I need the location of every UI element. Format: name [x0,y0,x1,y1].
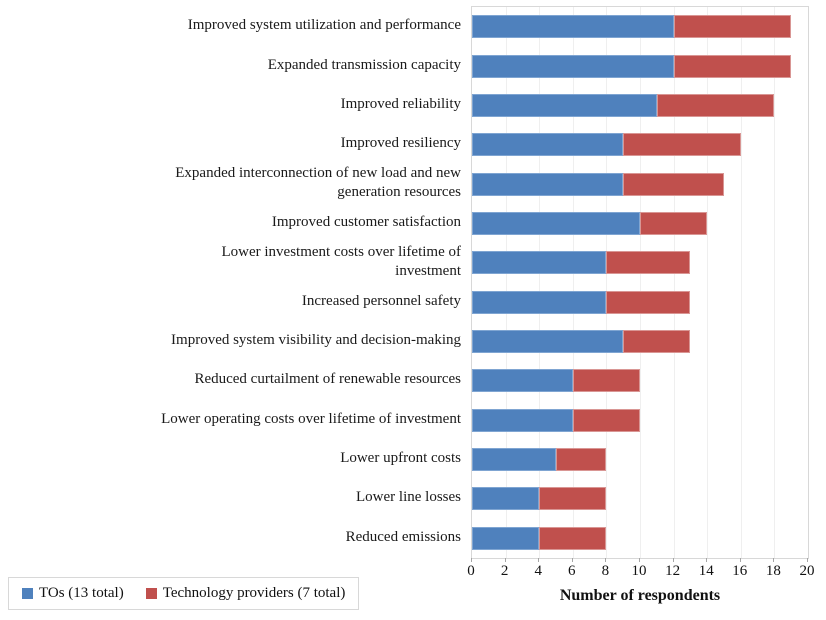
gridline [572,7,574,558]
tick-label: 14 [698,563,714,579]
legend-label-tos: TOs (13 total) [39,585,124,601]
tick-label: 2 [500,563,509,579]
bar-row [472,369,640,393]
tick-mark [807,558,808,562]
bar-segment [472,15,674,39]
bar-segment [556,448,607,472]
gridline [673,7,675,558]
bar-segment [472,93,657,117]
tick-mark [639,558,640,562]
category-label: Reduced curtailment of renewable resourc… [194,371,461,388]
bar-row [472,15,792,39]
gridline [740,7,742,558]
tick-mark [538,558,540,562]
category-label: Improved resiliency [340,135,461,152]
category-label: Lower upfront costs [340,450,461,467]
bar-row [472,251,691,275]
bar-segment [539,487,607,511]
category-label: Expanded interconnection of new load and… [175,165,461,201]
category-label: Improved system utilization and performa… [187,17,461,34]
bar-row [472,54,792,78]
gridline [505,7,507,558]
legend-item-technology-providers: Technology providers (7 total) [145,585,346,602]
tick-label: 16 [732,563,748,579]
category-label: Lower line losses [356,489,461,506]
bar-row [472,172,724,196]
bar-row [472,487,607,511]
x-axis-title: Number of respondents [559,587,721,604]
technology-providers-series-swatch-icon [145,588,157,599]
category-label: Lower operating costs over lifetime of i… [161,410,461,427]
category-label: Improved system visibility and decision-… [171,332,461,349]
legend-label-technology-providers: Technology providers (7 total) [162,585,346,601]
bar-row [472,526,607,550]
bar-segment [623,133,741,157]
bar-row [472,448,607,472]
bar-segment [572,369,640,393]
bar-segment [472,251,607,275]
bar-segment [472,211,640,235]
bar-segment [472,369,573,393]
tick-mark [773,558,775,562]
category-label: Expanded transmission capacity [267,56,461,73]
bar-segment [472,448,556,472]
bar-row [472,133,741,157]
category-label: Increased personnel safety [301,292,461,309]
category-label: Reduced emissions [345,528,461,545]
tick-label: 12 [665,563,681,579]
bar-segment [572,408,640,432]
tick-label: 20 [799,563,815,579]
bar-segment [472,133,624,157]
tick-mark [471,558,472,562]
category-label: Improved customer satisfaction [271,213,461,230]
bar-segment [472,408,573,432]
bar-row [472,408,640,432]
bar-segment [673,15,792,39]
bar-segment [673,54,792,78]
bar-segment [606,290,691,314]
tick-mark [672,558,674,562]
tick-label: 8 [601,563,610,579]
tick-mark [504,558,506,562]
bar-row [472,330,691,354]
bar-segment [623,330,691,354]
tick-mark [739,558,741,562]
gridline [539,7,541,558]
category-label: Improved reliability [340,95,461,112]
bar-segment [640,211,708,235]
tick-label: 4 [534,563,542,579]
bar-segment [472,290,607,314]
tick-label: 6 [568,563,576,579]
bar-segment [623,172,724,196]
gridline [640,7,641,558]
gridline [774,7,776,558]
bar-segment [472,526,540,550]
tick-label: 10 [631,563,647,579]
bar-segment [656,93,775,117]
bar-segment [472,54,674,78]
bar-segment [606,251,691,275]
tick-mark [571,558,573,562]
bar-row [472,93,775,117]
tick-mark [605,558,607,562]
gridline [707,7,709,558]
bar-segment [539,526,607,550]
bar-row [472,290,691,314]
tick-label: 0 [467,563,475,579]
legend-item-tos: TOs (13 total) [22,585,124,602]
tos-series-swatch-icon [22,588,33,599]
gridline [606,7,608,558]
category-label: Lower investment costs over lifetime of … [221,243,461,279]
bar-segment [472,330,624,354]
tick-mark [706,558,708,562]
bar-segment [472,487,540,511]
bar-segment [472,172,624,196]
legend: TOs (13 total) Technology providers (7 t… [8,577,360,610]
plot-area [471,6,809,559]
bar-row [472,211,708,235]
tick-label: 18 [765,563,781,579]
